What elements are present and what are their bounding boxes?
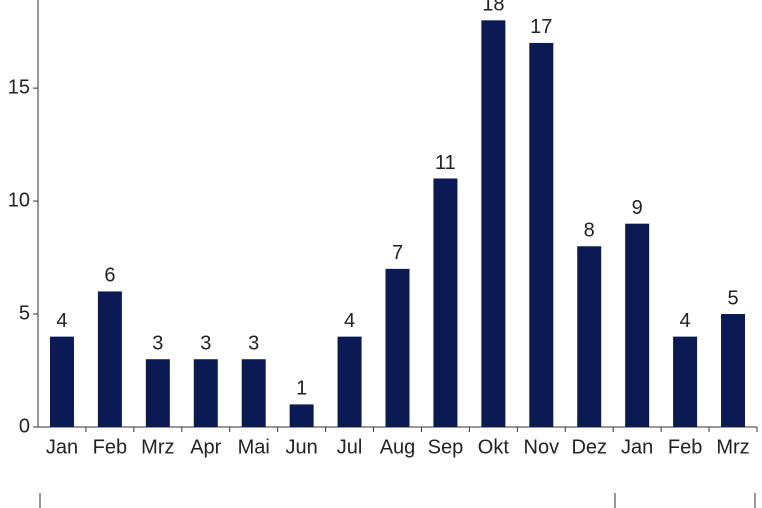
x-tick-label: Okt	[478, 436, 510, 458]
bar	[433, 178, 458, 427]
value-label: 7	[392, 242, 403, 264]
x-tick-label: Apr	[190, 436, 221, 458]
bar	[529, 42, 554, 427]
value-label: 9	[632, 197, 643, 219]
value-label: 1	[296, 378, 307, 400]
value-label: 5	[727, 287, 738, 309]
x-tick-label: Feb	[668, 436, 702, 458]
value-label: 11	[435, 152, 456, 174]
bar	[673, 336, 698, 427]
value-label: 8	[584, 220, 595, 242]
x-tick-label: Mai	[238, 436, 270, 458]
value-label: 17	[530, 16, 552, 38]
value-label: 4	[680, 310, 691, 332]
value-label: 18	[482, 0, 504, 16]
value-label: 3	[248, 333, 259, 355]
bar	[721, 314, 746, 427]
x-tick-label: Mrz	[141, 436, 174, 458]
x-tick-label: Jun	[286, 436, 318, 458]
value-label: 4	[56, 310, 67, 332]
bar	[49, 336, 74, 427]
bar	[241, 359, 266, 427]
value-label: 6	[104, 265, 115, 287]
bar	[97, 291, 122, 427]
bar	[385, 268, 410, 427]
y-tick-label: 5	[19, 302, 30, 324]
x-tick-label: Mrz	[716, 436, 749, 458]
x-tick-label: Jul	[337, 436, 363, 458]
bar	[193, 359, 218, 427]
bar	[289, 404, 314, 427]
x-tick-label: Dez	[571, 436, 607, 458]
x-tick-label: Jan	[46, 436, 78, 458]
bar	[145, 359, 170, 427]
value-label: 4	[344, 310, 355, 332]
y-tick-label: 15	[8, 76, 30, 98]
bar	[337, 336, 362, 427]
bar	[577, 246, 602, 427]
bar	[481, 20, 506, 427]
x-tick-label: Sep	[428, 436, 464, 458]
x-tick-label: Jan	[621, 436, 653, 458]
x-tick-label: Feb	[93, 436, 127, 458]
value-label: 3	[152, 333, 163, 355]
value-label: 3	[200, 333, 211, 355]
x-tick-label: Nov	[524, 436, 560, 458]
x-tick-label: Aug	[380, 436, 416, 458]
bar	[625, 223, 650, 427]
y-tick-label: 0	[19, 415, 30, 437]
y-tick-label: 10	[8, 189, 30, 211]
